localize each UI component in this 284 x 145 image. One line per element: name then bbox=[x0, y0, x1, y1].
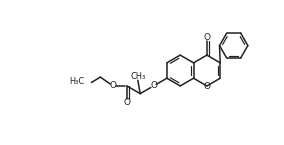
Text: O: O bbox=[110, 81, 116, 90]
Text: O: O bbox=[203, 82, 210, 91]
Text: O: O bbox=[150, 81, 157, 90]
Text: O: O bbox=[203, 33, 210, 42]
Text: H₃C: H₃C bbox=[69, 77, 85, 86]
Text: CH₃: CH₃ bbox=[131, 72, 146, 81]
Text: O: O bbox=[123, 98, 130, 107]
